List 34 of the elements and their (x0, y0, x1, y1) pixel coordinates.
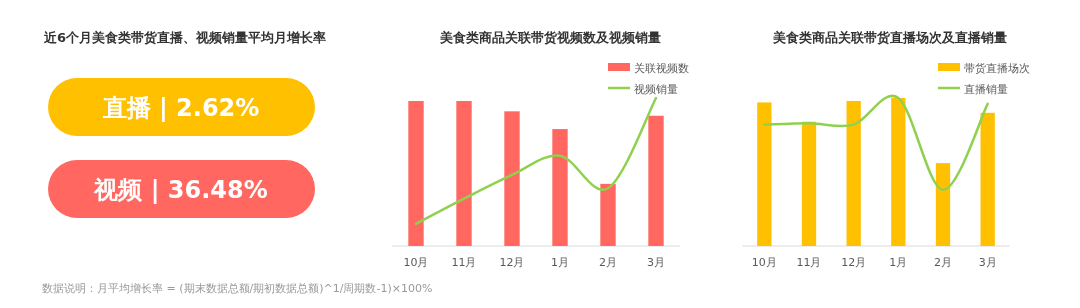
legend-label: 视频销量 (634, 82, 678, 95)
x-tick-label: 12月 (841, 256, 867, 269)
bar (980, 112, 995, 246)
bar (891, 98, 906, 246)
x-tick-label: 10月 (751, 256, 777, 269)
bar (504, 111, 520, 246)
legend-label: 带货直播场次 (964, 61, 1030, 74)
bar (552, 129, 568, 246)
x-tick-label: 11月 (796, 256, 822, 269)
x-tick-label: 12月 (499, 256, 525, 269)
bar (600, 183, 616, 246)
chart-title: 美食类商品关联带货直播场次及直播销量 (772, 30, 1007, 45)
bar (846, 100, 861, 246)
category-label: 直播 | 2.62% (101, 94, 260, 122)
bar (408, 100, 424, 246)
bar (456, 100, 472, 246)
x-tick-label: 3月 (647, 256, 665, 269)
legend-label: 关联视频数 (634, 61, 689, 74)
bar (648, 115, 664, 246)
x-tick-label: 2月 (599, 256, 617, 269)
chart-title: 美食类商品关联带货视频数及视频销量 (438, 30, 661, 45)
bar (935, 163, 951, 246)
bar (757, 102, 772, 246)
text: 近6个月美食类带货直播、视频销量平均月增长率 (42, 30, 327, 45)
x-tick-label: 11月 (451, 256, 477, 269)
x-tick-label: 3月 (978, 256, 997, 269)
x-tick-label: 2月 (934, 256, 952, 269)
text: 数据说明：月平均增长率 = (期末数据总额/期初数据总额)^1/周期数-1)×100% (42, 282, 433, 295)
x-tick-label: 1月 (551, 256, 569, 269)
x-tick-label: 10月 (403, 256, 429, 269)
legend-label: 直播销量 (964, 82, 1008, 95)
category-label: 视频 | 36.48% (93, 176, 268, 204)
bar (801, 121, 817, 246)
x-tick-label: 1月 (889, 256, 908, 269)
